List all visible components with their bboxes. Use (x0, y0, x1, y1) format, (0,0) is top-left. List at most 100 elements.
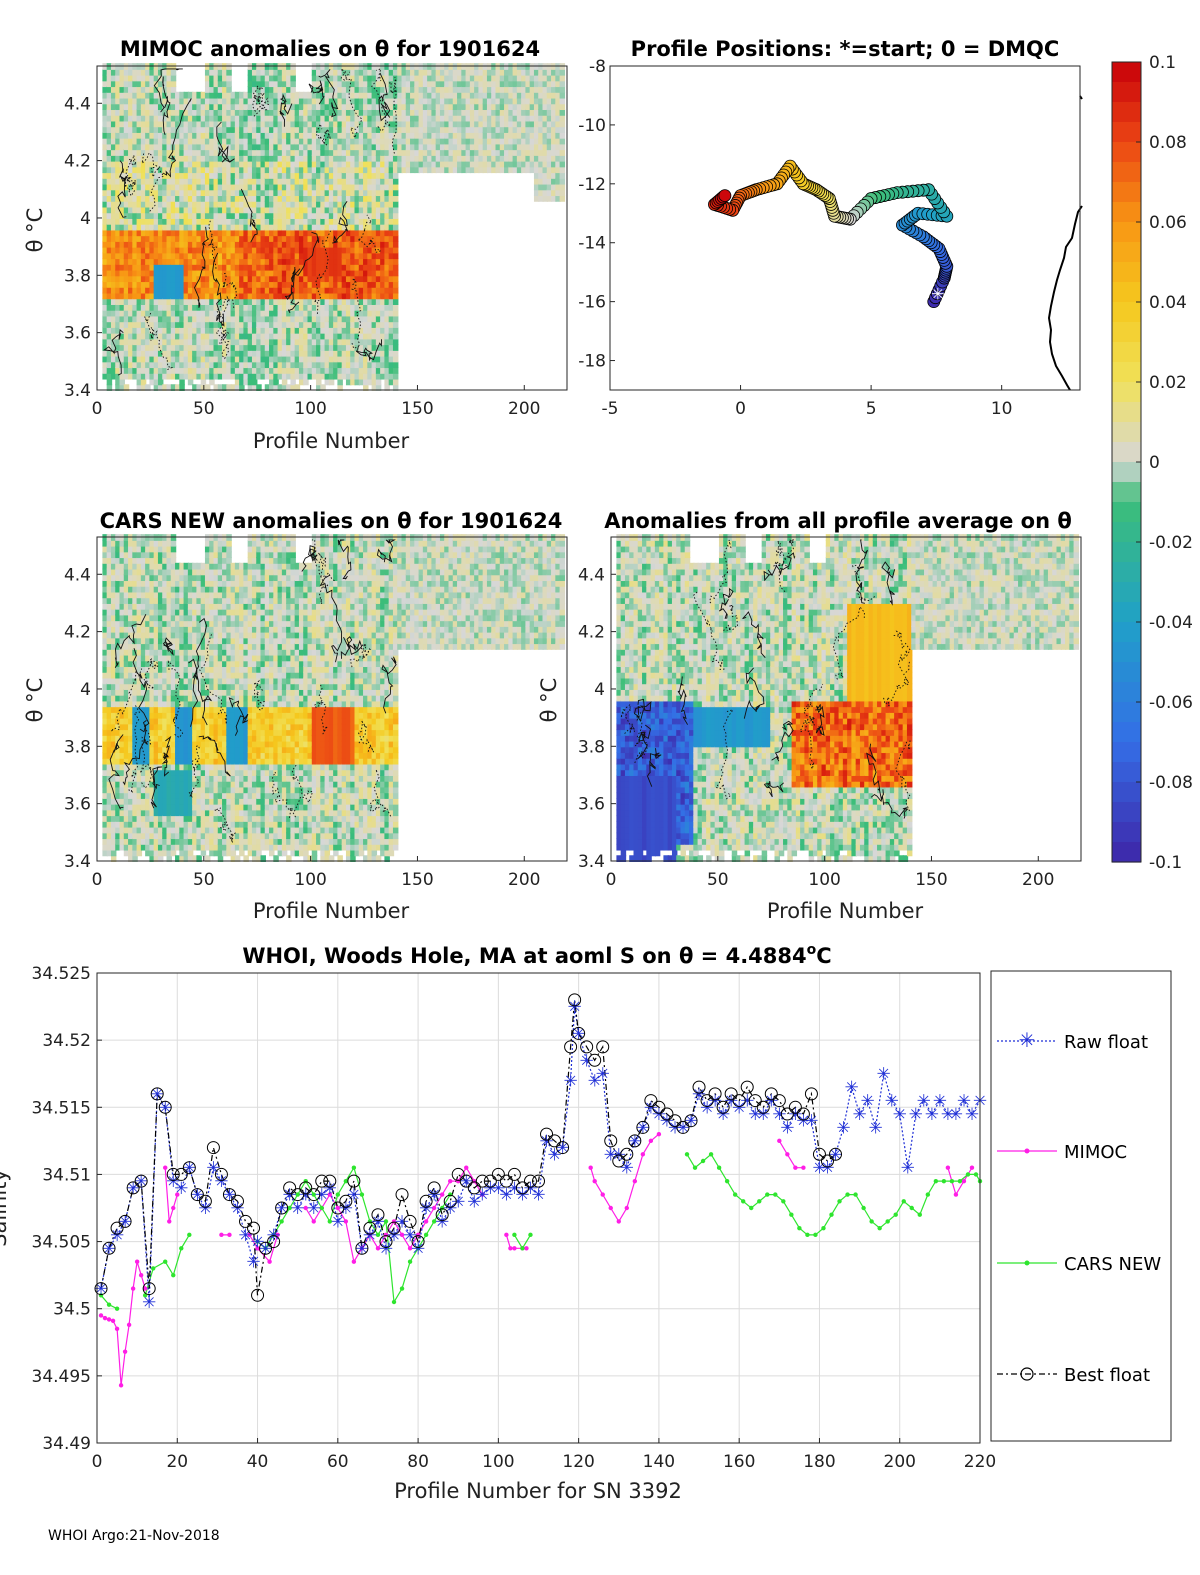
heatmap-cell (529, 114, 536, 122)
heatmap-cell (157, 166, 164, 174)
heatmap-cell (175, 263, 181, 271)
heatmap-cell (234, 332, 241, 340)
heatmap-cell (384, 384, 390, 391)
heatmap-cell (196, 217, 202, 225)
heatmap-cell (196, 252, 202, 260)
heatmap-cell (298, 246, 305, 254)
heatmap-cell (136, 315, 143, 323)
heatmap-cell (320, 103, 326, 111)
heatmap-cell (226, 332, 232, 340)
heatmap-cell (328, 292, 335, 300)
colorbar-segment (1112, 602, 1141, 623)
heatmap-cell (234, 384, 241, 391)
heatmap-cell (367, 154, 373, 162)
heatmap-cell (461, 126, 467, 133)
heatmap-cell (392, 338, 399, 346)
heatmap-cell (136, 355, 143, 363)
heatmap-cell (452, 143, 459, 151)
heatmap-cell (307, 240, 313, 248)
heatmap-cell (290, 367, 296, 374)
heatmap-cell (179, 160, 185, 168)
heatmap-cell (200, 172, 207, 179)
heatmap-cell (269, 332, 275, 340)
heatmap-cell (486, 74, 493, 82)
heatmap-cell (392, 321, 399, 328)
heatmap-cell (145, 240, 151, 248)
heatmap-cell (358, 303, 365, 311)
heatmap-cell (102, 711, 108, 719)
heatmap-cell (367, 332, 373, 340)
heatmap-cell (230, 281, 237, 288)
heatmap-cell (102, 303, 108, 311)
heatmap-cell (183, 97, 190, 105)
heatmap-cell (354, 126, 360, 133)
heatmap-cell (239, 246, 245, 254)
heatmap-cell (157, 235, 164, 242)
heatmap-cell (363, 292, 369, 300)
heatmap-cell (192, 321, 198, 328)
heatmap-cell (226, 172, 232, 179)
heatmap-cell (179, 223, 185, 231)
heatmap-cell (187, 252, 194, 260)
heatmap-cell (320, 166, 326, 174)
heatmap-cell (170, 361, 177, 369)
heatmap-cell (521, 149, 527, 156)
heatmap-cell (170, 229, 177, 237)
heatmap-cell (281, 189, 288, 197)
heatmap-cell (546, 120, 553, 128)
heatmap-cell (179, 303, 185, 311)
heatmap-cell (324, 109, 331, 116)
heatmap-cell (435, 114, 442, 122)
heatmap-cell (341, 303, 348, 311)
heatmap-cell (149, 349, 155, 357)
heatmap-cell (153, 160, 160, 168)
heatmap-cell (132, 172, 138, 179)
heatmap-cell (222, 97, 228, 105)
heatmap-cell (324, 114, 331, 122)
heatmap-cell (239, 126, 245, 133)
heatmap-cell (256, 235, 262, 242)
heatmap-cell (512, 74, 519, 82)
heatmap-cell (136, 177, 143, 185)
heatmap-cell (179, 349, 185, 357)
heatmap-cell (345, 91, 352, 99)
heatmap-cell (123, 338, 130, 346)
heatmap-cell (157, 217, 164, 225)
heatmap-cell (187, 303, 194, 311)
heatmap-cell (239, 131, 245, 139)
heatmap-cell (410, 68, 416, 76)
heatmap-cell (213, 109, 219, 116)
heatmap-cell (179, 258, 185, 265)
heatmap-cell (260, 315, 266, 323)
heatmap-cell (542, 80, 548, 88)
heatmap-cell (273, 298, 279, 305)
heatmap-cell (149, 166, 155, 174)
heatmap-cell (533, 131, 540, 139)
heatmap-cell (256, 286, 262, 294)
panel-positions-ticks: -5 0 5 10-8-10-12-14-16-18 (578, 57, 1012, 419)
heatmap-cell (187, 332, 194, 340)
heatmap-cell (457, 91, 463, 99)
heatmap-cell (106, 281, 113, 288)
heatmap-cell (264, 166, 271, 174)
heatmap-cell (298, 143, 305, 151)
heatmap-cell (345, 189, 352, 197)
heatmap-cell (303, 154, 309, 162)
heatmap-cell (196, 189, 202, 197)
heatmap-cell (106, 349, 113, 357)
heatmap-cell (136, 189, 143, 197)
heatmap-cell (277, 258, 284, 265)
heatmap-cell (363, 378, 369, 386)
heatmap-cell (213, 332, 219, 340)
heatmap-cell (469, 149, 476, 156)
heatmap-cell (251, 166, 258, 174)
heatmap-cell (350, 332, 356, 340)
heatmap-cell (192, 212, 198, 219)
heatmap-cell (311, 183, 318, 191)
heatmap-cell (529, 126, 536, 133)
heatmap-cell (324, 275, 331, 283)
heatmap-cell (316, 212, 322, 219)
heatmap-cell (149, 91, 155, 99)
heatmap-cell (384, 275, 390, 283)
heatmap-cell (491, 143, 497, 151)
